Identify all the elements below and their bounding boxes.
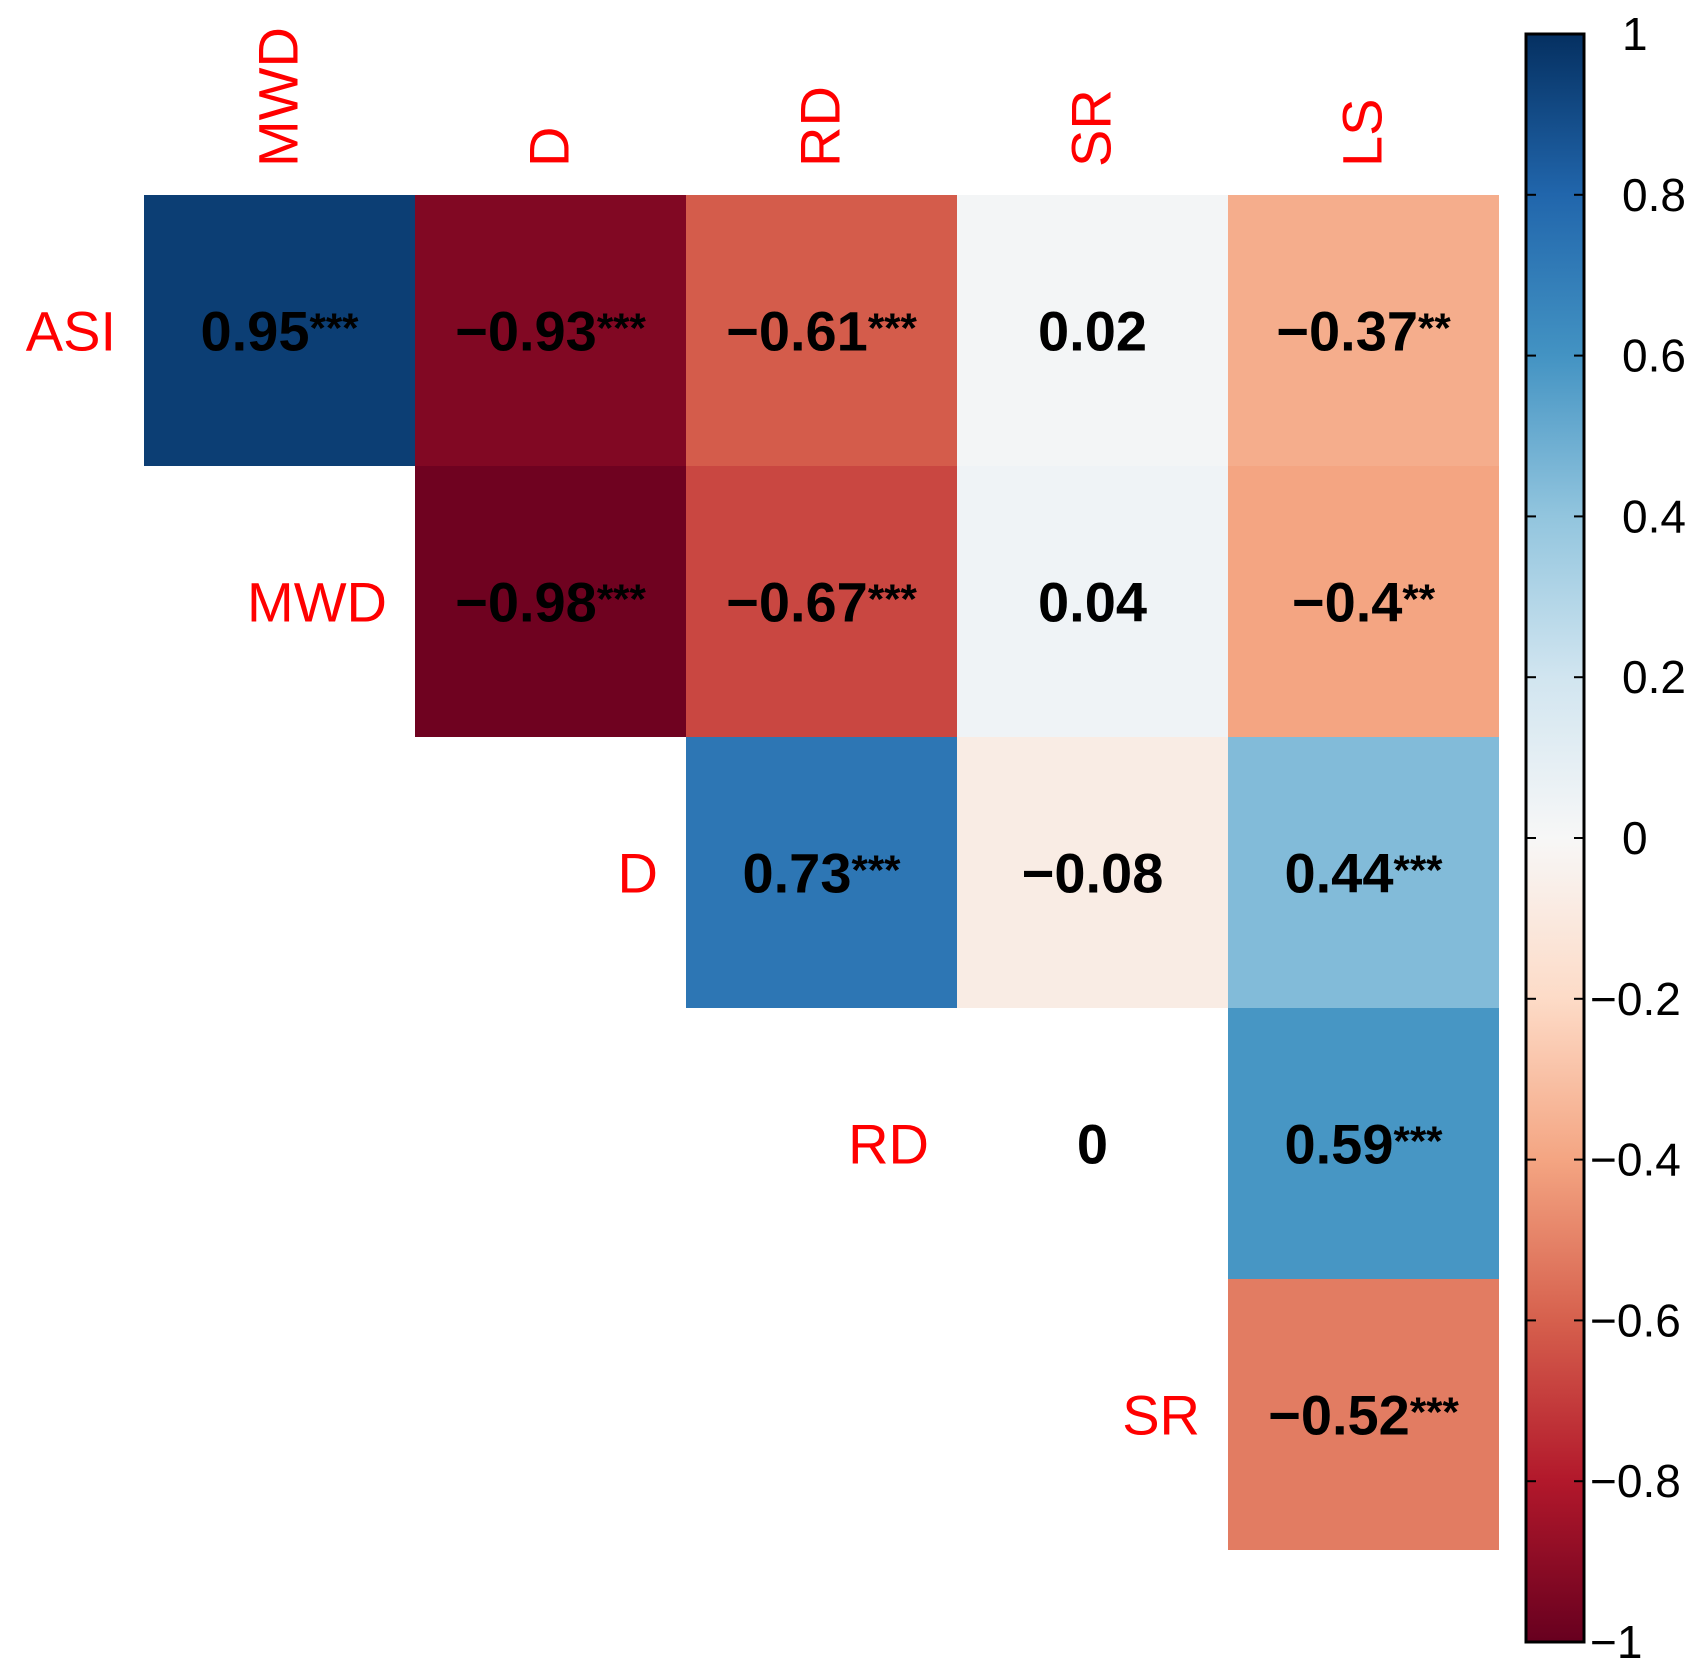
row-labels: ASI MWD D RD SR [26,300,1200,1447]
heatmap-cell-asi-sr [957,195,1228,466]
colorbar-tick-label: 0.2 [1622,651,1686,703]
cell-value-asi-sr: 0.02 [1038,300,1147,363]
row-label-asi: ASI [26,300,116,363]
colorbar-tick-label: 0.4 [1622,490,1686,542]
cell-value-mwd-d: −0.98*** [455,571,646,634]
heatmap-cell-mwd-rd [686,466,957,737]
cell-value-asi-d: −0.93*** [455,300,646,363]
column-label-ls: LS [1331,99,1394,168]
cell-value-d-sr: −0.08 [1022,842,1164,905]
column-label-mwd: MWD [247,27,310,167]
column-labels: MWD D RD SR LS [247,27,1394,167]
colorbar-tick-label: 1 [1622,8,1648,60]
heatmap-cell-asi-d [415,195,686,466]
cell-value-asi-ls: −0.37** [1276,300,1451,363]
colorbar-tick-label: 0.8 [1622,169,1686,221]
heatmap-cell-mwd-ls [1228,466,1499,737]
heatmap-cell-mwd-sr [957,466,1228,737]
column-label-sr: SR [1060,89,1123,167]
cell-value-labels: 0.95*** −0.93*** −0.61*** 0.02 −0.37** −0.98*… [200,300,1459,1447]
colorbar: 1 0.8 0.6 0.4 0.2 0 −0.2 −0.4 −0.6 −0.8 −1 [1524,8,1686,1668]
heatmap-cell-rd-sr [957,1008,1228,1279]
heatmap-cell-d-sr [957,737,1228,1008]
cell-value-asi-rd: −0.61*** [726,300,917,363]
cell-value-rd-sr: 0 [1077,1113,1108,1176]
column-label-rd: RD [789,86,852,167]
cell-value-mwd-ls: −0.4** [1292,571,1436,634]
cell-value-asi-mwd: 0.95*** [200,300,359,363]
heatmap-cells [144,195,1499,1550]
column-label-d: D [518,127,581,167]
heatmap-cell-mwd-d [415,466,686,737]
cell-value-d-rd: 0.73*** [742,842,901,905]
heatmap-cell-asi-mwd [144,195,415,466]
row-label-mwd: MWD [247,571,387,634]
cell-value-mwd-sr: 0.04 [1038,571,1147,634]
colorbar-tick-label: −0.2 [1590,973,1681,1025]
cell-value-sr-ls: −0.52*** [1268,1384,1459,1447]
colorbar-tick-label: −0.8 [1590,1455,1681,1507]
cell-value-rd-ls: 0.59*** [1284,1113,1443,1176]
colorbar-tick-label: −0.4 [1590,1134,1681,1186]
heatmap-cell-d-rd [686,737,957,1008]
heatmap-cell-rd-ls [1228,1008,1499,1279]
heatmap-cell-asi-ls [1228,195,1499,466]
colorbar-tick-label: −1 [1590,1616,1642,1668]
row-label-sr: SR [1122,1384,1200,1447]
heatmap-cell-asi-rd [686,195,957,466]
cell-value-d-ls: 0.44*** [1284,842,1443,905]
heatmap-cell-d-ls [1228,737,1499,1008]
heatmap-cell-sr-ls [1228,1279,1499,1550]
colorbar-tick-label: 0.6 [1622,330,1686,382]
colorbar-tick-label: 0 [1622,812,1648,864]
colorbar-tick-label: −0.6 [1590,1294,1681,1346]
row-label-rd: RD [848,1113,929,1176]
cell-value-mwd-rd: −0.67*** [726,571,917,634]
row-label-d: D [618,842,658,905]
